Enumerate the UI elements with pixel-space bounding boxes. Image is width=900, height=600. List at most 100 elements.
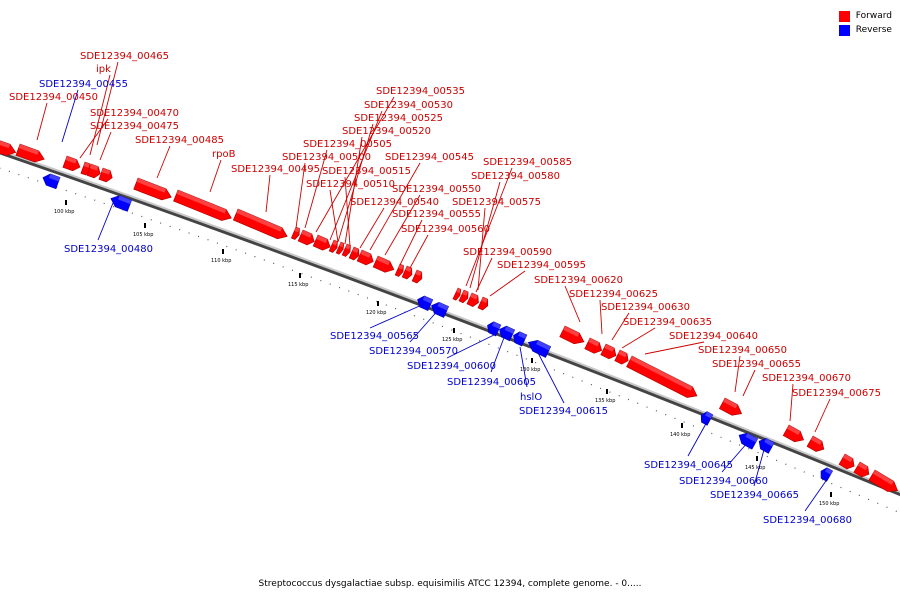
forward-gene-label: SDE12394_00635	[623, 317, 712, 328]
tick-label: 130 kbp	[520, 367, 540, 373]
forward-gene[interactable]	[600, 343, 619, 361]
leader-line	[156, 145, 171, 179]
reverse-gene[interactable]	[415, 294, 434, 312]
reverse-gene[interactable]	[41, 172, 61, 190]
forward-gene-label: SDE12394_00650	[698, 345, 787, 356]
leader-line	[61, 89, 79, 143]
forward-gene-label: SDE12394_00450	[9, 92, 98, 103]
leader-line	[475, 257, 493, 293]
forward-gene-label: SDE12394_00530	[364, 100, 453, 111]
forward-gene-label: SDE12394_00500	[282, 152, 371, 163]
reverse-gene-label: hslO	[520, 392, 542, 403]
forward-gene[interactable]	[838, 453, 857, 471]
tick-mark	[756, 456, 758, 461]
leader-line	[36, 102, 48, 141]
legend-item-reverse: Reverse	[838, 23, 892, 37]
tick-label: 145 kbp	[745, 465, 765, 471]
leader-line	[490, 334, 506, 373]
reverse-gene[interactable]	[736, 430, 759, 450]
forward-gene[interactable]	[328, 239, 339, 253]
leader-line	[489, 270, 526, 297]
forward-gene[interactable]	[86, 163, 102, 179]
forward-gene[interactable]	[98, 167, 114, 183]
forward-gene[interactable]	[62, 155, 82, 173]
forward-gene[interactable]	[0, 138, 18, 158]
reverse-gene[interactable]	[109, 193, 133, 212]
leader-line	[742, 369, 756, 397]
forward-gene[interactable]	[626, 355, 700, 401]
forward-gene[interactable]	[806, 435, 827, 454]
tick-label: 100 kbp	[54, 209, 74, 215]
forward-gene[interactable]	[356, 249, 376, 267]
forward-gene[interactable]	[718, 397, 744, 419]
leader-line	[535, 348, 565, 404]
forward-gene[interactable]	[401, 265, 414, 280]
leader-line	[621, 327, 656, 349]
forward-gene[interactable]	[452, 287, 463, 301]
forward-gene[interactable]	[466, 292, 481, 308]
forward-gene[interactable]	[853, 461, 872, 479]
forward-gene[interactable]	[173, 189, 234, 224]
reverse-gene[interactable]	[511, 330, 528, 347]
forward-gene[interactable]	[290, 226, 301, 240]
forward-gene[interactable]	[312, 234, 332, 252]
forward-gene[interactable]	[348, 246, 361, 261]
reverse-gene[interactable]	[429, 300, 450, 318]
leader-line	[359, 207, 385, 249]
reverse-gene[interactable]	[526, 337, 552, 358]
leader-line	[644, 341, 705, 355]
leader-line	[295, 162, 306, 229]
forward-gene-label: SDE12394_00625	[569, 289, 658, 300]
forward-gene[interactable]	[868, 469, 900, 496]
forward-gene-label: SDE12394_00505	[303, 139, 392, 150]
reverse-gene-label: SDE12394_00645	[644, 460, 733, 471]
forward-gene[interactable]	[232, 208, 289, 242]
tick-label: 115 kbp	[288, 282, 308, 288]
tick-label: 150 kbp	[819, 501, 839, 507]
reverse-gene[interactable]	[497, 324, 516, 342]
reverse-gene-label: SDE12394_00680	[763, 515, 852, 526]
forward-gene[interactable]	[133, 177, 174, 203]
forward-gene[interactable]	[15, 143, 46, 165]
forward-gene-label: SDE12394_00545	[385, 152, 474, 163]
forward-gene-label: SDE12394_00585	[483, 157, 572, 168]
forward-gene[interactable]	[411, 269, 424, 284]
forward-gene-label: SDE12394_00470	[90, 108, 179, 119]
forward-gene-label: SDE12394_00495	[231, 164, 320, 175]
reverse-gene[interactable]	[818, 466, 834, 482]
forward-gene-label: SDE12394_00620	[534, 275, 623, 286]
reverse-gene[interactable]	[698, 410, 714, 426]
forward-gene[interactable]	[559, 325, 587, 347]
forward-gene[interactable]	[782, 424, 806, 445]
reverse-gene-label: SDE12394_00605	[447, 377, 536, 388]
leader-line	[315, 96, 395, 233]
forward-gene-label: SDE12394_00520	[342, 126, 431, 137]
forward-gene[interactable]	[458, 289, 470, 304]
reverse-gene-label: SDE12394_00455	[39, 79, 128, 90]
tick-label: 110 kbp	[211, 258, 231, 264]
leader-line	[96, 61, 119, 146]
forward-gene-label: SDE12394_00550	[392, 184, 481, 195]
forward-gene[interactable]	[614, 349, 631, 366]
forward-gene[interactable]	[335, 241, 345, 255]
leader-line	[814, 398, 831, 433]
tick-label: 125 kbp	[442, 337, 462, 343]
leader-line	[465, 167, 513, 287]
forward-gene[interactable]	[584, 337, 605, 356]
forward-gene-label: SDE12394_00675	[792, 388, 881, 399]
forward-gene[interactable]	[297, 229, 317, 247]
forward-gene[interactable]	[394, 263, 405, 277]
forward-swatch	[838, 10, 850, 22]
forward-gene-label: ipk	[96, 64, 111, 75]
leader-line	[469, 181, 501, 289]
forward-gene[interactable]	[477, 296, 490, 311]
leader-line	[304, 149, 328, 229]
forward-gene[interactable]	[372, 255, 396, 275]
reverse-gene[interactable]	[485, 320, 502, 337]
leader-line	[209, 159, 222, 193]
forward-gene-label: SDE12394_00475	[90, 121, 179, 132]
leader-line	[337, 123, 374, 243]
reverse-gene-label: SDE12394_00565	[330, 331, 419, 342]
reverse-gene[interactable]	[756, 436, 775, 454]
reverse-gene-label: SDE12394_00480	[64, 244, 153, 255]
